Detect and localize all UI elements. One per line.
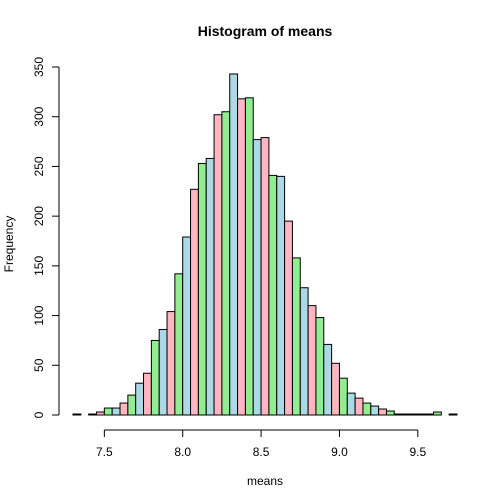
histogram-bar: [268, 174, 278, 416]
y-tick-label: 0: [32, 411, 46, 418]
y-tick-label: 350: [32, 57, 46, 77]
histogram-bars: [72, 73, 458, 416]
histogram-bar: [354, 397, 364, 416]
histogram-bar: [96, 411, 105, 416]
y-tick-label: 50: [32, 358, 46, 372]
histogram-bar: [88, 413, 98, 416]
x-tick-label: 9.5: [409, 445, 426, 459]
histogram-bar: [385, 410, 395, 416]
x-tick-label: 9.0: [331, 445, 348, 459]
histogram-bar: [143, 372, 152, 416]
histogram-bar: [432, 411, 442, 416]
histogram-bar: [190, 188, 199, 416]
histogram-bar: [103, 407, 113, 416]
y-tick-label: 100: [32, 305, 46, 325]
histogram-bar: [252, 139, 262, 416]
histogram-bar: [213, 114, 223, 416]
histogram-bar: [362, 402, 372, 416]
histogram-bar: [197, 162, 207, 416]
y-axis: 0 50 100 150 200 250 300 350: [32, 57, 60, 418]
histogram-bar: [221, 111, 231, 416]
histogram-bar: [315, 317, 325, 416]
histogram-bar: [393, 413, 403, 416]
histogram-bar: [244, 97, 254, 416]
x-axis: 7.5 8.0 8.5 9.0 9.5: [96, 429, 426, 459]
histogram-bar: [409, 413, 419, 416]
histogram-bar: [119, 402, 129, 416]
histogram-bar: [417, 413, 427, 416]
histogram-bar: [135, 382, 145, 416]
histogram-bar: [401, 413, 411, 416]
y-tick-label: 150: [32, 256, 46, 276]
x-tick-label: 8.5: [253, 445, 270, 459]
histogram-bar: [448, 413, 458, 416]
histogram-bar: [229, 73, 239, 416]
y-tick-label: 250: [32, 156, 46, 176]
histogram-bar: [127, 394, 137, 416]
y-axis-label: Frequency: [2, 216, 16, 273]
y-tick-label: 200: [32, 206, 46, 226]
histogram-bar: [331, 362, 340, 416]
histogram-bar: [237, 98, 246, 416]
histogram-bar: [72, 413, 82, 416]
histogram-bar: [276, 175, 286, 416]
histogram-bar: [307, 305, 317, 416]
y-tick-label: 300: [32, 106, 46, 126]
histogram-bar: [425, 413, 434, 416]
histogram-bar: [174, 273, 184, 416]
histogram-bar: [346, 392, 356, 416]
histogram-bar: [378, 408, 387, 416]
histogram-bar: [182, 236, 192, 416]
histogram-bar: [260, 137, 270, 416]
x-tick-label: 8.0: [174, 445, 191, 459]
histogram-bar: [323, 343, 333, 416]
histogram-bar: [150, 339, 160, 416]
histogram-bar: [111, 407, 121, 416]
histogram-bar: [370, 405, 380, 416]
histogram-bar: [299, 287, 309, 416]
histogram-bar: [284, 220, 293, 416]
histogram-bar: [158, 328, 168, 416]
x-tick-label: 7.5: [96, 445, 113, 459]
histogram-bar: [205, 157, 215, 416]
histogram-bar: [291, 257, 301, 416]
chart-title: Histogram of means: [198, 23, 333, 39]
histogram-bar: [166, 311, 176, 416]
histogram-bar: [338, 377, 348, 416]
x-axis-label: means: [247, 474, 283, 488]
